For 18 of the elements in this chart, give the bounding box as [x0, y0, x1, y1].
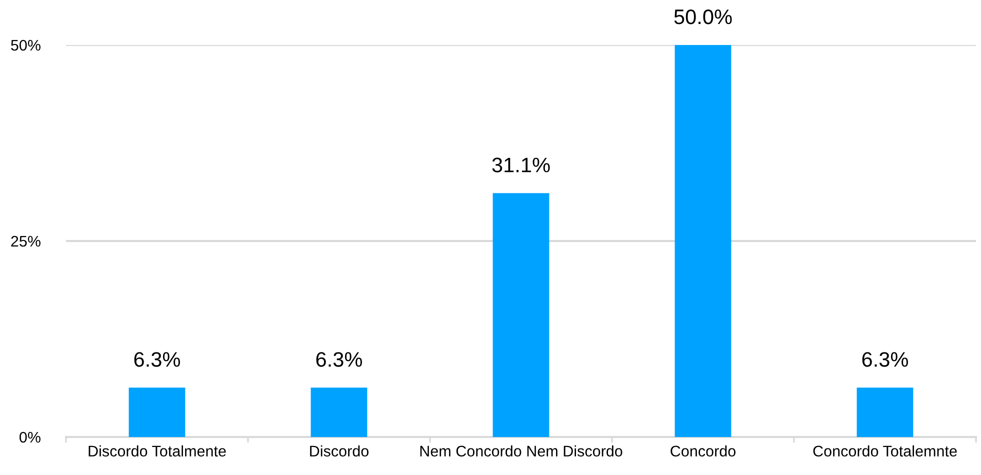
bar	[856, 388, 914, 437]
data-label: 6.3%	[316, 352, 362, 367]
x-tick-label: Discordo	[310, 445, 368, 457]
bar	[492, 193, 550, 437]
y-tick-label: 25%	[11, 236, 40, 247]
y-tick-label: 50%	[11, 40, 40, 51]
data-label: 50.0%	[674, 9, 732, 24]
x-tick-label: Concordo	[670, 445, 736, 457]
data-label: 6.3%	[862, 352, 908, 367]
bar	[310, 388, 368, 437]
data-label: 6.3%	[134, 352, 180, 367]
x-tick-label: Concordo Totalemnte	[813, 445, 957, 457]
bar	[674, 45, 732, 437]
x-tick-label: Discordo Totalmente	[88, 445, 226, 457]
x-tick-label: Nem Concordo Nem Discordo	[420, 445, 622, 457]
y-tick-label: 0%	[20, 432, 40, 443]
data-label: 31.1%	[492, 158, 550, 172]
bar	[128, 388, 186, 437]
